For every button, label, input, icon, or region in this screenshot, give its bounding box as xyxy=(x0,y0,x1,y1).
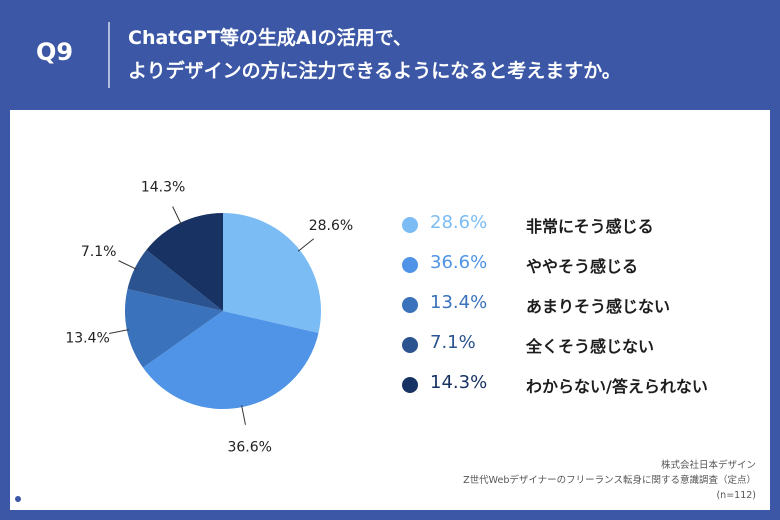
pin-icon xyxy=(10,491,26,507)
pie-value-label-3: 13.4% xyxy=(65,331,109,347)
legend-percentage: 7.1% xyxy=(430,332,476,353)
legend-swatch xyxy=(402,217,418,233)
legend-label: わからない/答えられない xyxy=(526,377,708,396)
header-divider xyxy=(108,22,110,88)
question-title-line2: よりデザインの方に注力できるようになると考えますか。 xyxy=(128,60,621,82)
legend-item: 14.3% わからない/答えられない xyxy=(402,368,762,408)
pie-value-labels: 28.6% 36.6% 13.4% 7.1% 14.3% xyxy=(65,180,353,456)
legend-item: 13.4% あまりそう感じない xyxy=(402,288,762,328)
pie-slice-2 xyxy=(142,311,319,409)
source-sample-size: (n=112) xyxy=(716,490,756,501)
pie-leader-line-4 xyxy=(118,260,137,270)
pie-value-label-4: 7.1% xyxy=(81,244,117,260)
legend-label: 全くそう感じない xyxy=(526,337,655,356)
legend-label: ややそう感じる xyxy=(526,257,639,276)
pie-value-label-2: 36.6% xyxy=(227,439,271,455)
legend-item: 36.6% ややそう感じる xyxy=(402,248,762,288)
legend-percentage: 13.4% xyxy=(430,292,488,313)
legend-label: あまりそう感じない xyxy=(526,297,671,316)
header: Q9 ChatGPT等の生成AIの活用で、 よりデザインの方に注力できるようにな… xyxy=(0,0,780,110)
pie-value-label-1: 28.6% xyxy=(309,218,353,234)
pie-leader-lines xyxy=(109,206,315,425)
legend-item: 28.6% 非常にそう感じる xyxy=(402,208,762,248)
brand-logo-text: リサピー xyxy=(31,490,92,509)
brand-logo: リサピー xyxy=(10,488,91,510)
pie-slices xyxy=(125,213,321,409)
pie-value-label-5: 14.3% xyxy=(141,180,185,196)
legend-item: 7.1% 全くそう感じない xyxy=(402,328,762,368)
pie-slice-3 xyxy=(125,289,223,368)
legend-swatch xyxy=(402,377,418,393)
legend-percentage: 14.3% xyxy=(430,372,488,393)
pie-leader-line-5 xyxy=(172,206,182,225)
source-note: 株式会社日本デザイン Z世代Webデザイナーのフリーランス転身に関する意識調査（… xyxy=(463,458,756,503)
pie-chart: 28.6% 36.6% 13.4% 7.1% 14.3% xyxy=(65,180,353,456)
pie-slice-4 xyxy=(127,249,223,311)
pie-leader-line-1 xyxy=(297,238,315,252)
pie-leader-line-2 xyxy=(241,405,246,425)
legend-swatch xyxy=(402,297,418,313)
legend-label: 非常にそう感じる xyxy=(526,217,654,236)
source-company: 株式会社日本デザイン xyxy=(660,460,756,471)
question-number: Q9 xyxy=(36,38,74,66)
question-title: ChatGPT等の生成AIの活用で、 よりデザインの方に注力できるようになると考… xyxy=(128,22,621,88)
legend-swatch xyxy=(402,337,418,353)
pie-slice-5 xyxy=(146,213,223,311)
source-survey: Z世代Webデザイナーのフリーランス転身に関する意識調査（定点） xyxy=(463,475,756,486)
legend-swatch xyxy=(402,257,418,273)
pie-slice-1 xyxy=(223,213,321,333)
legend-percentage: 36.6% xyxy=(430,252,488,273)
chart-panel: 28.6% 36.6% 13.4% 7.1% 14.3% 28.6% 非常にそう感じる 36… xyxy=(10,110,770,510)
pie-leader-line-3 xyxy=(109,329,129,334)
legend: 28.6% 非常にそう感じる 36.6% ややそう感じる 13.4% あまりそう感じない 7… xyxy=(402,208,762,408)
legend-percentage: 28.6% xyxy=(430,212,488,233)
question-title-line1: ChatGPT等の生成AIの活用で、 xyxy=(128,27,412,49)
